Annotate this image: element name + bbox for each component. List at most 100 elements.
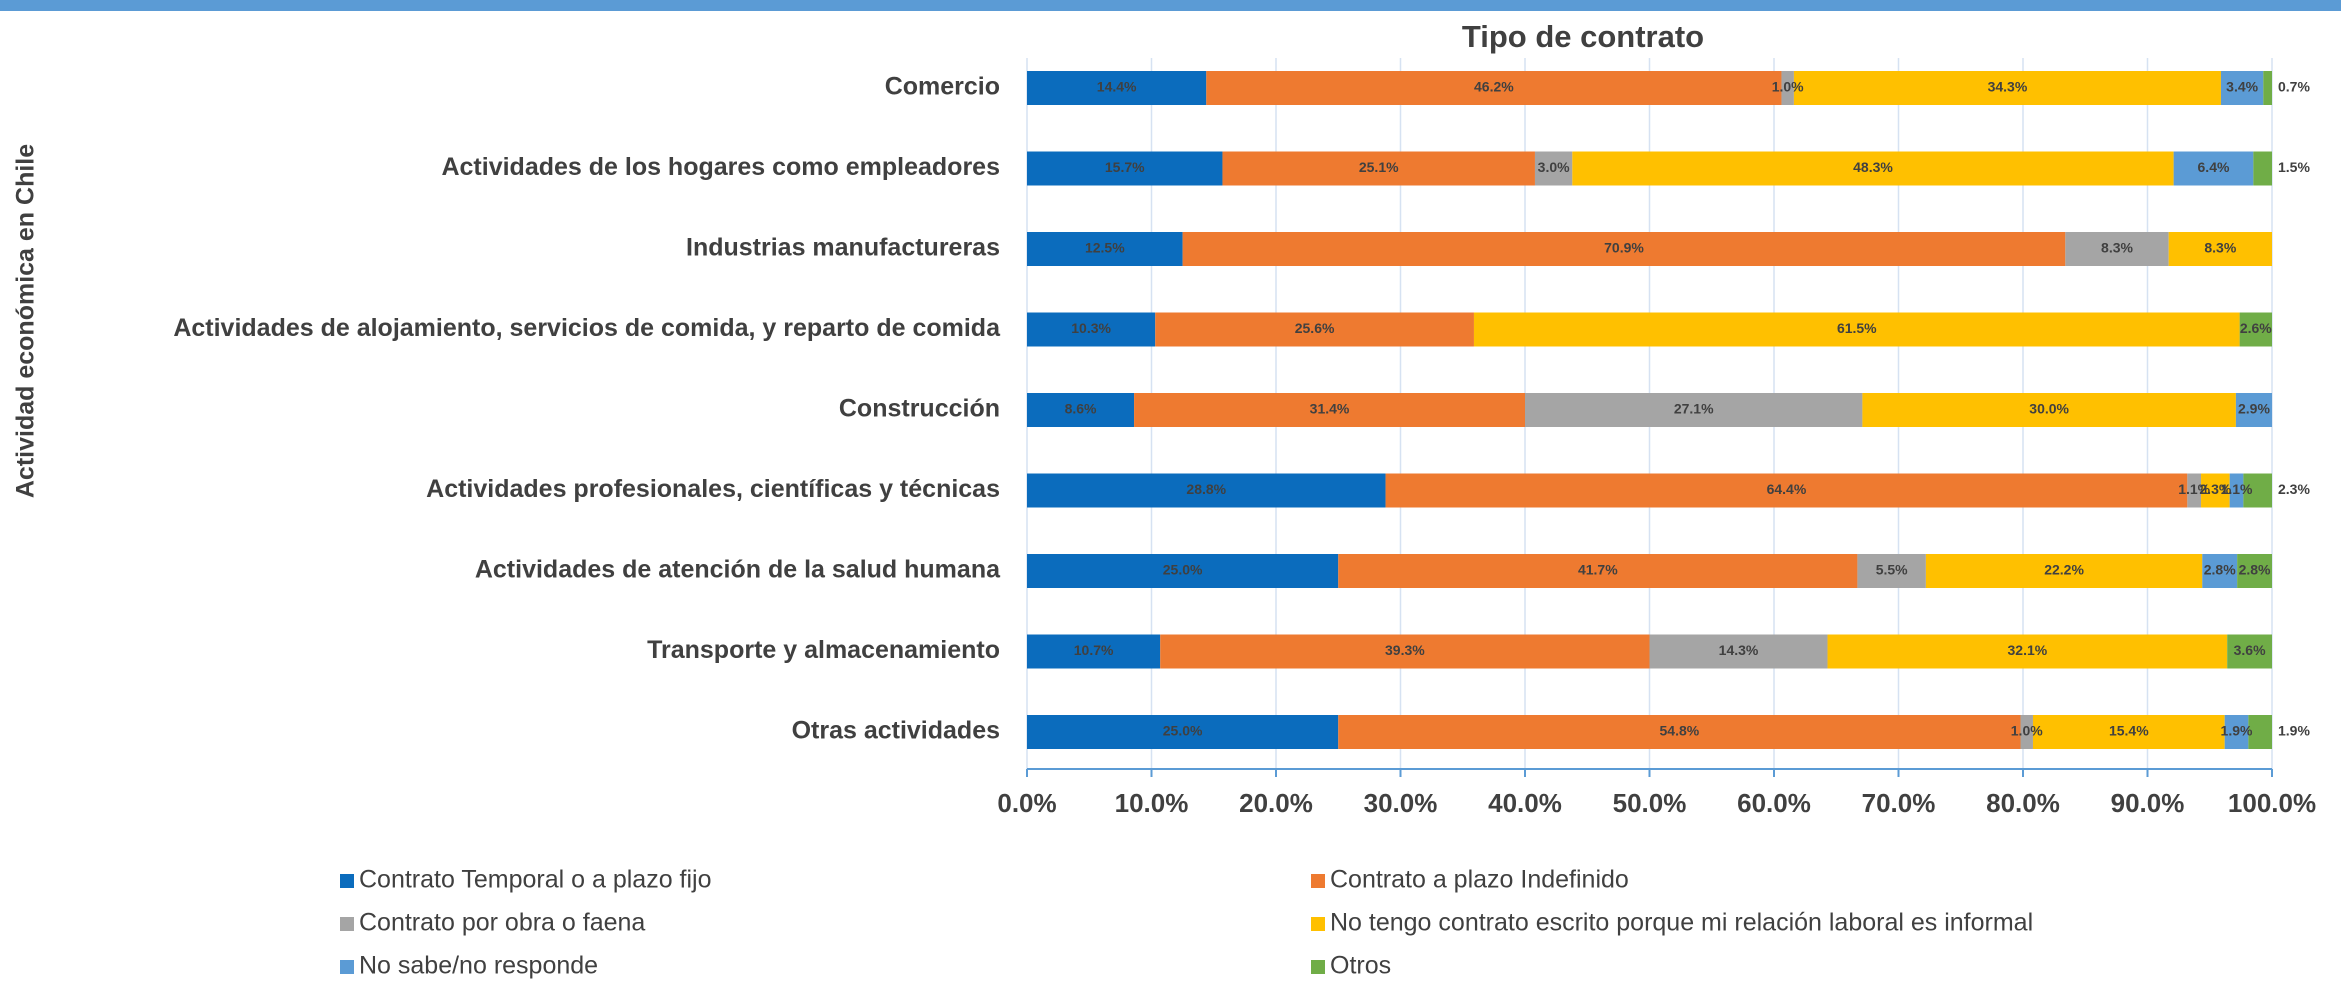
bar-segment xyxy=(1182,232,2066,266)
bar-segment xyxy=(1027,634,1161,669)
data-label: 54.8% xyxy=(1660,723,1700,739)
data-label: 25.6% xyxy=(1295,320,1335,336)
bar-segment xyxy=(1222,151,1535,186)
data-label: 61.5% xyxy=(1837,320,1877,336)
bar-segment xyxy=(1027,715,1339,749)
data-label: 34.3% xyxy=(1988,79,2028,95)
data-label: 39.3% xyxy=(1385,642,1425,658)
x-tick-label: 80.0% xyxy=(1986,788,2060,818)
data-label: 41.7% xyxy=(1578,562,1618,578)
legend-label: No tengo contrato escrito porque mi rela… xyxy=(1330,909,2033,937)
data-label: 64.4% xyxy=(1767,481,1807,497)
data-label: 31.4% xyxy=(1310,401,1350,417)
category-label: Actividades de los hogares como empleado… xyxy=(441,153,1000,181)
bar-segment xyxy=(1027,473,1386,508)
chart-title: Tipo de contrato xyxy=(1462,19,1704,54)
data-label: 25.1% xyxy=(1359,159,1399,175)
bar-segment xyxy=(1925,554,2203,588)
bar-segment xyxy=(1206,71,1782,105)
x-tick-label: 40.0% xyxy=(1488,788,1562,818)
data-label: 2.6% xyxy=(2240,320,2272,336)
data-label: 14.4% xyxy=(1097,79,1137,95)
x-tick-label: 60.0% xyxy=(1737,788,1811,818)
data-label: 10.7% xyxy=(1074,642,1114,658)
bar-segment xyxy=(1338,715,2021,749)
bar-segment xyxy=(2243,473,2272,508)
data-label: 1.9% xyxy=(2278,723,2310,739)
bar-segment xyxy=(2168,232,2272,266)
data-label: 25.0% xyxy=(1163,723,1203,739)
legend-swatch xyxy=(1311,960,1325,974)
bar-segment xyxy=(1134,393,1525,427)
legend-label: Contrato Temporal o a plazo fijo xyxy=(359,866,712,894)
bar-segment xyxy=(2248,715,2272,749)
bar-segment xyxy=(2173,151,2254,186)
bar-segment xyxy=(1781,71,1794,105)
bar-segment xyxy=(1793,71,2221,105)
data-label: 27.1% xyxy=(1674,401,1714,417)
legend-label: No sabe/no responde xyxy=(359,952,598,980)
data-label: 2.9% xyxy=(2238,401,2270,417)
data-label: 14.3% xyxy=(1719,642,1759,658)
bar-segment xyxy=(1649,634,1828,669)
bar-segment xyxy=(2220,71,2264,105)
legend-swatch xyxy=(340,874,354,888)
bar-segment xyxy=(2237,554,2272,588)
bar-segment xyxy=(1338,554,1858,588)
bar-segment xyxy=(2187,473,2202,508)
data-label: 3.6% xyxy=(2234,642,2266,658)
legend-swatch xyxy=(340,960,354,974)
category-label: Otras actividades xyxy=(792,717,1000,745)
data-label: 46.2% xyxy=(1474,79,1514,95)
data-label: 2.8% xyxy=(2204,562,2236,578)
x-tick-label: 20.0% xyxy=(1239,788,1313,818)
data-label: 28.8% xyxy=(1186,481,1226,497)
legend-swatch xyxy=(340,917,354,931)
data-label: 2.8% xyxy=(2239,562,2271,578)
data-label: 1.1% xyxy=(2178,481,2210,497)
x-tick-label: 10.0% xyxy=(1115,788,1189,818)
bar-segment xyxy=(2227,634,2272,669)
category-label: Actividades profesionales, científicas y… xyxy=(426,475,1000,503)
bar-segment xyxy=(1027,232,1183,266)
data-label: 3.4% xyxy=(2226,79,2258,95)
category-label: Industrias manufactureras xyxy=(686,234,1000,262)
x-tick-label: 70.0% xyxy=(1862,788,1936,818)
data-label: 6.4% xyxy=(2198,159,2230,175)
y-axis-label: Actividad económica en Chile xyxy=(12,144,40,498)
bar-segment xyxy=(2239,312,2272,347)
bar-segment xyxy=(2235,393,2272,427)
legend-swatch xyxy=(1311,874,1325,888)
data-label: 0.7% xyxy=(2278,79,2310,95)
bar-segment xyxy=(2202,554,2238,588)
data-label: 70.9% xyxy=(1604,240,1644,256)
data-label: 5.5% xyxy=(1876,562,1908,578)
x-tick-label: 0.0% xyxy=(997,788,1056,818)
data-label: 15.4% xyxy=(2109,723,2149,739)
data-label: 2.3% xyxy=(2199,481,2231,497)
bar-segment xyxy=(2253,151,2272,186)
legend-label: Otros xyxy=(1330,952,1391,980)
data-label: 1.9% xyxy=(2221,723,2253,739)
category-label: Actividades de alojamiento, servicios de… xyxy=(173,314,1001,342)
x-tick-label: 90.0% xyxy=(2111,788,2185,818)
x-tick-label: 30.0% xyxy=(1364,788,1438,818)
bar-segment xyxy=(2229,473,2244,508)
bar-segment xyxy=(1473,312,2240,347)
data-label: 2.3% xyxy=(2278,481,2310,497)
data-label: 8.6% xyxy=(1065,401,1097,417)
bar-segment xyxy=(1534,151,1573,186)
bar-segment xyxy=(1572,151,2174,186)
data-label: 1.0% xyxy=(2011,723,2043,739)
data-label: 15.7% xyxy=(1105,159,1145,175)
category-label: Transporte y almacenamiento xyxy=(647,636,1000,664)
bar-segment xyxy=(2065,232,2169,266)
bar-segment xyxy=(1827,634,2228,669)
top-band xyxy=(0,0,2341,11)
bar-segment xyxy=(1385,473,2188,508)
bar-segment xyxy=(1525,393,1863,427)
data-label: 1.0% xyxy=(1772,79,1804,95)
data-label: 48.3% xyxy=(1853,159,1893,175)
legend-swatch xyxy=(1311,917,1325,931)
